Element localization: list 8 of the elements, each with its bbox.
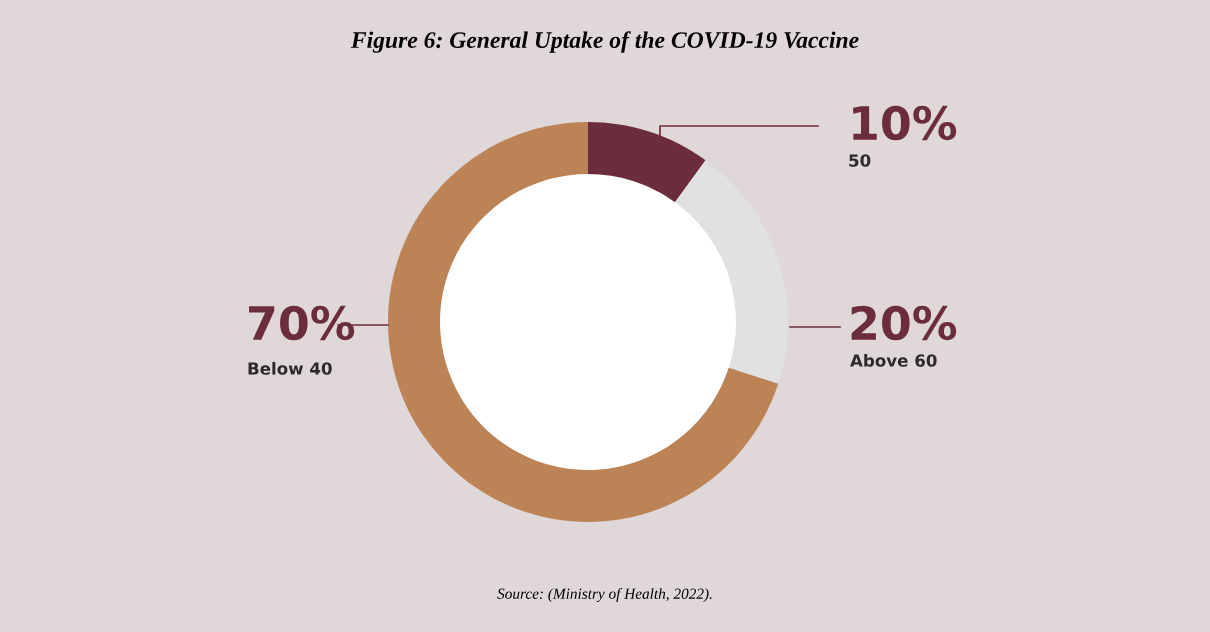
slice-label: Above 60: [850, 353, 937, 367]
slice-label: Below 40: [248, 361, 332, 375]
source-note: Source: (Ministry of Health, 2022).: [497, 587, 712, 603]
chart-title: Figure 6: General Uptake of the COVID-19 Vaccine: [350, 31, 859, 53]
slice-label: 50: [849, 154, 871, 167]
data-label: 70%: [249, 305, 355, 341]
data-label: 20%: [851, 305, 957, 341]
data-label: 10%: [853, 105, 957, 141]
